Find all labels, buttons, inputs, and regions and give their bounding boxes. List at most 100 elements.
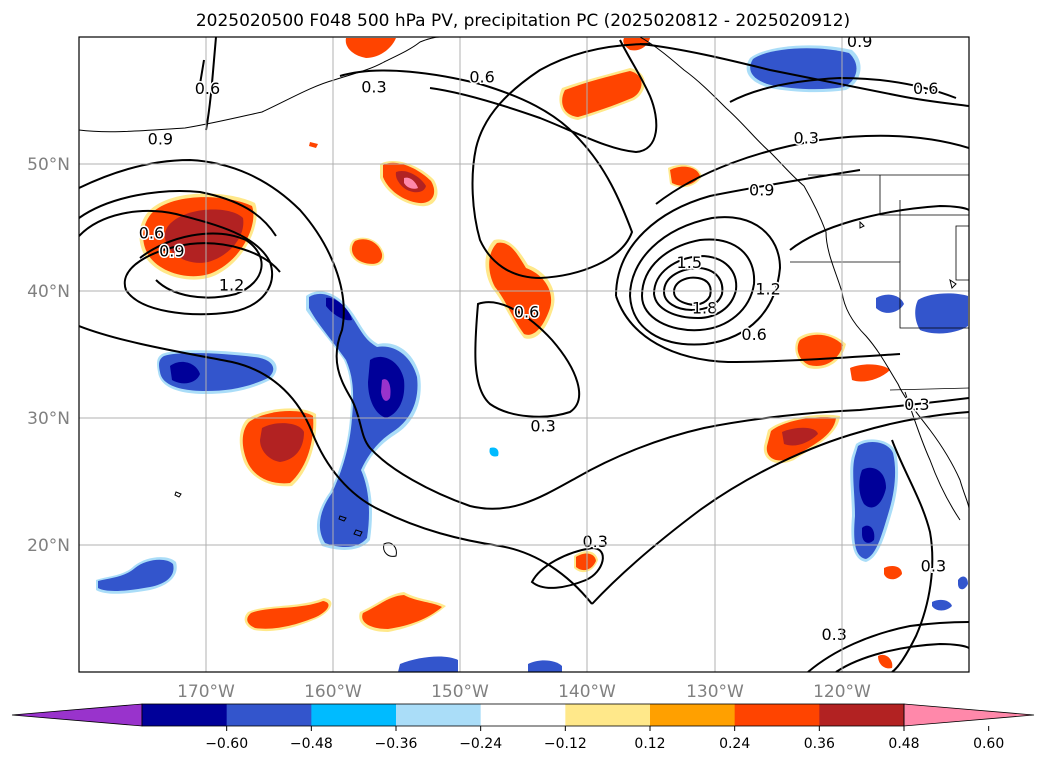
border-us-mexico <box>889 387 969 391</box>
colorbar-segment <box>226 704 312 726</box>
precip-region <box>782 427 818 446</box>
graticule <box>79 37 969 672</box>
colorbar-tick-label: 0.36 <box>804 736 835 752</box>
contour-label: 0.3 <box>921 556 946 575</box>
colorbar-tick-label: −0.12 <box>544 736 587 752</box>
precip-region <box>351 239 383 264</box>
x-tick-label: 140°W <box>558 682 616 702</box>
contour-label: 0.3 <box>361 78 386 97</box>
colorbar-tick-label: 0.12 <box>634 736 665 752</box>
colorbar-tick-label: 0.60 <box>973 736 1004 752</box>
contour-label: 0.9 <box>847 32 872 51</box>
border-state <box>955 225 969 281</box>
y-tick-label: 40°N <box>27 282 70 302</box>
precip-region <box>859 467 886 508</box>
precip-region <box>489 242 552 335</box>
precip-region <box>562 71 642 117</box>
contour-line <box>139 232 263 299</box>
precip-region <box>381 379 391 401</box>
contour-label: 1.2 <box>219 276 244 295</box>
contour-label: 0.9 <box>148 130 173 149</box>
contour-label: 0.3 <box>794 128 819 147</box>
colorbar-tick-label: −0.36 <box>375 736 418 752</box>
x-tick-label: 170°W <box>177 682 235 702</box>
contour-label: 1.5 <box>677 253 702 272</box>
map-panel: 0.30.30.30.30.30.30.30.60.60.60.60.60.60… <box>27 32 970 702</box>
colorbar-tick-label: −0.48 <box>290 736 333 752</box>
contour-line <box>79 190 277 237</box>
precip-region <box>958 576 968 590</box>
contour-line <box>79 209 281 316</box>
colorbar-segment <box>650 704 736 726</box>
precip-region <box>170 361 200 384</box>
contour-label: 0.6 <box>139 224 164 243</box>
precip-region <box>878 654 893 669</box>
colorbar-segment <box>396 704 482 726</box>
contour-label: 0.6 <box>514 302 539 321</box>
contour-label: 1.2 <box>755 279 780 298</box>
x-tick-label: 160°W <box>304 682 362 702</box>
precip-region <box>884 566 902 580</box>
contour-line <box>639 43 969 107</box>
contour-label: 0.6 <box>195 79 220 98</box>
precip-region <box>528 660 562 672</box>
precip-fields: 0.30.30.30.30.30.30.30.60.60.60.60.60.60… <box>79 32 969 672</box>
pv-contours <box>79 37 969 672</box>
colorbar-segment <box>565 704 651 726</box>
contour-label: 0.6 <box>913 79 938 98</box>
precip-region <box>362 595 442 629</box>
contour-label-layer: 0.30.30.30.30.30.30.30.60.60.60.60.60.60… <box>137 32 947 645</box>
precip-region <box>915 293 968 334</box>
colorbar-segments <box>11 703 1035 727</box>
contour-label: 0.3 <box>582 532 607 551</box>
precip-region <box>345 38 396 58</box>
contour-label: 0.6 <box>741 325 766 344</box>
border-state <box>790 261 969 329</box>
precip-region <box>850 364 890 382</box>
colorbar-segment <box>311 704 397 726</box>
precip-region <box>309 142 318 148</box>
contour-line <box>615 169 861 297</box>
precip-positive-areas <box>139 38 902 669</box>
precip-region <box>489 447 499 457</box>
contour-line <box>655 134 969 205</box>
colorbar-outline <box>141 703 905 727</box>
precip-region <box>862 525 875 543</box>
contour-label: 0.9 <box>159 241 184 260</box>
colorbar-segment <box>480 704 566 726</box>
contour-line <box>662 266 724 312</box>
coastline <box>904 391 961 521</box>
map-frame <box>78 36 970 673</box>
precip-negative-areas <box>96 45 968 672</box>
x-tick-label: 120°W <box>813 682 871 702</box>
colorbar-tick-label: −0.24 <box>459 736 502 752</box>
colorbar-ticks: −0.60 −0.48 −0.36 −0.24 −0.12 0.12 0.24 0.36 0.4… <box>205 726 1004 752</box>
contour-label: 0.6 <box>469 67 494 86</box>
precip-region <box>309 293 418 548</box>
contour-label: 0.9 <box>749 180 774 199</box>
island <box>859 220 865 229</box>
precip-region <box>404 177 418 189</box>
precip-region <box>576 553 596 571</box>
colorbar: −0.60 −0.48 −0.36 −0.24 −0.12 0.12 0.24 0.36 0.4… <box>11 703 1035 752</box>
coastline <box>79 37 441 133</box>
colorbar-tick-label: 0.48 <box>888 736 919 752</box>
contour-line <box>807 621 969 672</box>
hawaii-island <box>353 529 363 537</box>
contour-line <box>199 59 205 85</box>
contour-line <box>789 204 969 251</box>
contour-label: 0.3 <box>822 625 847 644</box>
contour-line <box>339 43 651 280</box>
colorbar-tick-label: −0.60 <box>205 736 248 752</box>
contour-line <box>591 411 969 605</box>
contour-line <box>835 642 969 672</box>
contour-line <box>652 254 738 320</box>
contour-line <box>729 76 957 103</box>
contour-line <box>615 295 901 364</box>
hawaii-island <box>383 542 397 557</box>
precip-region <box>98 559 174 591</box>
chart-title: 2025020500 F048 500 hPa PV, precipitatio… <box>196 11 850 31</box>
x-tick-label: 150°W <box>431 682 489 702</box>
contour-line <box>429 39 658 154</box>
